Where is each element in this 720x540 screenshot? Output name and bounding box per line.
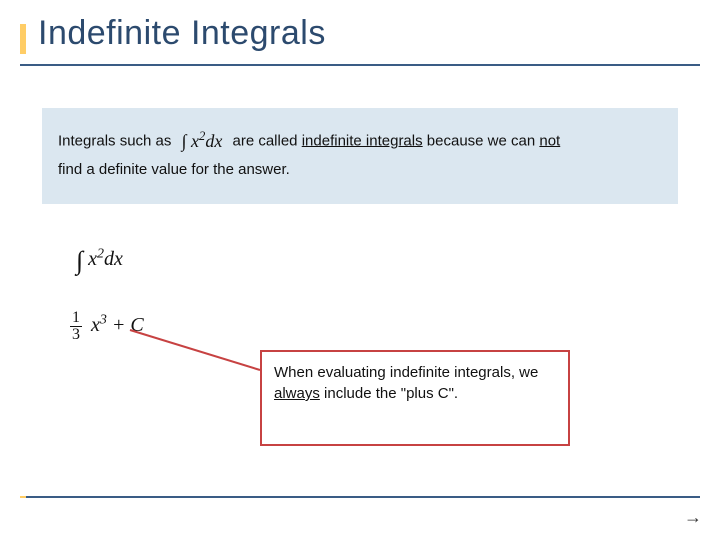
definition-underlined2: not xyxy=(539,132,560,149)
title-block: Indefinite Integrals xyxy=(20,14,700,53)
definition-mid1: are called xyxy=(232,132,301,149)
callout-box: When evaluating indefinite integrals, we… xyxy=(260,350,570,446)
definition-underlined1: indefinite integrals xyxy=(302,132,423,149)
definition-mid2: because we can xyxy=(423,132,540,149)
fraction-denominator: 3 xyxy=(70,327,82,343)
slide: Indefinite Integrals Integrals such as ∫… xyxy=(0,0,720,540)
integral-inline: ∫ x2dx xyxy=(182,126,223,157)
fraction: 1 3 xyxy=(70,310,82,343)
definition-line-1: Integrals such as ∫ x2dx are called inde… xyxy=(58,126,662,157)
fraction-numerator: 1 xyxy=(70,310,82,327)
callout-underlined: always xyxy=(274,385,320,402)
definition-line-2: find a definite value for the answer. xyxy=(58,161,290,178)
definition-pre: Integrals such as xyxy=(58,132,171,149)
definition-box: Integrals such as ∫ x2dx are called inde… xyxy=(42,108,678,204)
title-accent-bar xyxy=(20,24,26,54)
title-underline xyxy=(20,64,700,66)
next-arrow-icon[interactable]: → xyxy=(684,507,702,528)
callout-text-1: When evaluating indefinite integrals, we xyxy=(274,364,538,381)
equation-integral: ∫ x2dx xyxy=(76,246,123,276)
footer-rule xyxy=(20,496,700,498)
footer-accent xyxy=(20,496,26,498)
slide-title: Indefinite Integrals xyxy=(38,14,700,53)
equation-result: 1 3 x3 + C xyxy=(70,310,144,343)
callout-text-2: include the "plus C". xyxy=(320,385,458,402)
